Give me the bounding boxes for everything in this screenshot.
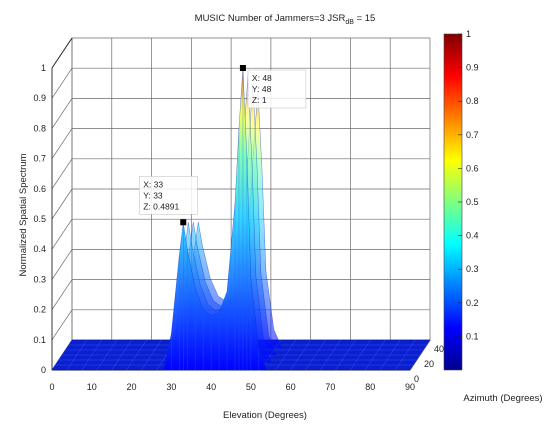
x-tick-label: 80 xyxy=(365,382,375,392)
colorbar-tick-label: 1 xyxy=(466,29,471,39)
colorbar-tick-labels: 0.1 0.2 0.3 0.4 0.5 0.6 0.7 0.8 0.9 1 xyxy=(458,29,479,341)
colorbar-tick-label: 0.5 xyxy=(466,197,479,207)
y-tick-label: 0.4 xyxy=(33,244,46,254)
datatip-line: X: 48 xyxy=(252,73,272,83)
datatip-line: Y: 33 xyxy=(143,190,163,200)
x-tick-labels: 0 10 20 30 40 50 60 70 80 90 xyxy=(49,382,415,392)
y-tick-label: 0.3 xyxy=(33,274,46,284)
x-tick-label: 50 xyxy=(246,382,256,392)
azimuth-axis-label: Azimuth (Degrees) xyxy=(463,393,542,404)
datatip-line: Z: 1 xyxy=(252,95,267,105)
colorbar-tick-label: 0.6 xyxy=(466,163,479,173)
datatip: X: 33Y: 33Z: 0.4891 xyxy=(139,176,198,215)
datatip-line: X: 33 xyxy=(143,179,163,189)
y-tick-label: 0.7 xyxy=(33,154,46,164)
colorbar-tick-label: 0.3 xyxy=(466,264,479,274)
y-tick-label: 1 xyxy=(41,63,46,73)
datatip-line: Z: 0.4891 xyxy=(143,201,179,211)
colorbar-tick-label: 0.8 xyxy=(466,96,479,106)
x-tick-label: 40 xyxy=(206,382,216,392)
x-tick-label: 20 xyxy=(127,382,137,392)
azimuth-tick-label: 20 xyxy=(424,359,434,369)
y-tick-label: 0.9 xyxy=(33,93,46,103)
colorbar-tick-label: 0.1 xyxy=(466,331,479,341)
colorbar-tick-label: 0.7 xyxy=(466,130,479,140)
datatips: X: 33Y: 33Z: 0.4891 X: 48Y: 48Z: 1 xyxy=(139,65,307,226)
y-tick-label: 0.8 xyxy=(33,123,46,133)
x-tick-label: 70 xyxy=(325,382,335,392)
y-tick-label: 0 xyxy=(41,365,46,375)
azimuth-tick-label: 40 xyxy=(434,344,444,354)
x-tick-label: 10 xyxy=(87,382,97,392)
y-axis-label: Normalized Spatial Spectrum xyxy=(18,153,29,276)
y-tick-label: 0.2 xyxy=(33,305,46,315)
colorbar-tick-label: 0.4 xyxy=(466,231,479,241)
y-tick-label: 0.5 xyxy=(33,214,46,224)
azimuth-tick-label: 0 xyxy=(414,374,419,384)
datatip: X: 48Y: 48Z: 1 xyxy=(247,69,307,109)
spectrum-surface xyxy=(163,67,283,371)
y-tick-labels: 0 0.1 0.2 0.3 0.4 0.5 0.6 0.7 0.8 0.9 1 xyxy=(33,63,46,375)
datatip-line: Y: 48 xyxy=(252,84,272,94)
x-tick-label: 30 xyxy=(166,382,176,392)
peak-marker xyxy=(180,219,187,226)
x-tick-label: 90 xyxy=(405,382,415,392)
colorbar-tick-label: 0.9 xyxy=(466,63,479,73)
x-tick-label: 60 xyxy=(286,382,296,392)
peak-marker xyxy=(239,65,246,71)
y-tick-label: 0.6 xyxy=(33,184,46,194)
colorbar-tick-label: 0.2 xyxy=(466,298,479,308)
chart-title: MUSIC Number of Jammers=3 JSRdB = 15 xyxy=(195,13,376,26)
x-tick-label: 0 xyxy=(49,382,54,392)
x-axis-label: Elevation (Degrees) xyxy=(223,410,307,421)
y-tick-label: 0.1 xyxy=(33,335,46,345)
